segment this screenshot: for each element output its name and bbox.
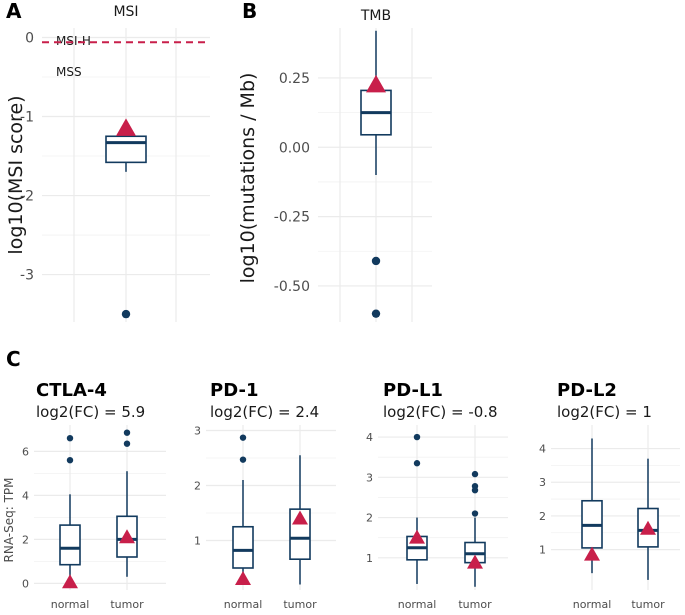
tmb-outlier-point bbox=[371, 256, 381, 266]
ctla4-panel: CTLA-4 log2(FC) = 5.9 RNA-Seq: TPM 0 2 4 6 n… bbox=[2, 380, 166, 611]
pdl1-ytick-label: 4 bbox=[366, 431, 373, 444]
ctla4-gene-title: CTLA-4 bbox=[36, 380, 107, 401]
ctla4-ytick-label: 2 bbox=[22, 533, 29, 546]
pdl2-gene-title: PD-L2 bbox=[557, 380, 617, 401]
pd1-ytick-label: 1 bbox=[194, 535, 201, 548]
pdl1-tumor-outlier-point bbox=[471, 510, 479, 517]
ctla4-fc-label: log2(FC) = 5.9 bbox=[36, 403, 145, 421]
pdl2-panel: PD-L2 log2(FC) = 1 1 2 3 4 normal tumor bbox=[539, 380, 680, 611]
tmb-ytick-label: 0.25 bbox=[279, 71, 310, 87]
pdl2-normal-sample-triangle bbox=[584, 546, 600, 561]
rnaseq-ylabel: RNA-Seq: TPM bbox=[2, 478, 16, 563]
tmb-sample-triangle bbox=[366, 74, 386, 93]
msi-box bbox=[105, 135, 147, 164]
pdl1-normal-outlier-point bbox=[413, 460, 421, 467]
tmb-ytick-label: -0.25 bbox=[274, 210, 310, 226]
pd1-gene-title: PD-1 bbox=[210, 380, 258, 401]
msi-ytick-label: 0 bbox=[25, 30, 34, 46]
pdl1-normal-outlier-point bbox=[413, 433, 421, 441]
tmb-outlier-point bbox=[371, 309, 381, 318]
pd1-normal-sample-triangle bbox=[235, 571, 251, 585]
pdl2-tumor-sample-triangle bbox=[640, 520, 656, 535]
pdl1-ytick-label: 1 bbox=[366, 552, 373, 565]
msi-ytick-label: -1 bbox=[20, 110, 34, 126]
ctla4-normal-outlier-point bbox=[66, 435, 74, 442]
msi-sample-triangle bbox=[116, 118, 136, 136]
pdl2-ytick-label: 3 bbox=[539, 476, 546, 489]
pd1-tumor-sample-triangle bbox=[292, 510, 308, 525]
pdl1-normal-sample-triangle bbox=[409, 529, 425, 544]
pdl2-ytick-label: 4 bbox=[539, 443, 546, 456]
pdl2-xtick-label-normal: normal bbox=[573, 598, 612, 611]
tmb-title: TMB bbox=[360, 8, 391, 24]
pdl2-ytick-label: 1 bbox=[539, 544, 546, 557]
ctla4-tumor-outlier-point bbox=[123, 429, 131, 436]
pd1-xtick-label-tumor: tumor bbox=[283, 598, 317, 611]
pdl2-xtick-label-tumor: tumor bbox=[631, 598, 665, 611]
ctla4-xtick-label-normal: normal bbox=[51, 598, 90, 611]
pdl1-ytick-label: 2 bbox=[366, 512, 373, 525]
tmb-ylabel: log10(mutations / Mb) bbox=[237, 73, 259, 284]
ctla4-ytick-label: 6 bbox=[22, 445, 29, 458]
msi-ylabel: log10(MSI score) bbox=[5, 95, 27, 254]
pd1-normal-box bbox=[232, 525, 254, 569]
panel-letter-c: C bbox=[6, 347, 21, 371]
pdl1-tumor-sample-triangle bbox=[467, 554, 483, 569]
ctla4-grid bbox=[34, 425, 166, 590]
pd1-normal-outlier-point bbox=[239, 434, 247, 441]
msi-grid bbox=[42, 28, 210, 322]
ctla4-tumor-sample-triangle bbox=[119, 529, 135, 544]
msi-panel: MSI log10(MSI score) MSI-H MSS 0 -1 -2 -3 bbox=[5, 4, 210, 322]
ctla4-xtick-label-tumor: tumor bbox=[110, 598, 144, 611]
pdl1-grid bbox=[378, 425, 508, 590]
mss-label: MSS bbox=[56, 65, 82, 79]
pdl1-xtick-label-tumor: tumor bbox=[458, 598, 492, 611]
msi-ytick-label: -3 bbox=[20, 268, 34, 284]
pdl1-gene-title: PD-L1 bbox=[383, 380, 443, 401]
ctla4-tumor-outlier-point bbox=[123, 440, 131, 447]
ctla4-ytick-label: 0 bbox=[22, 577, 29, 590]
pd1-panel: PD-1 log2(FC) = 2.4 1 2 3 normal tumor bbox=[194, 380, 336, 611]
pd1-xtick-label-normal: normal bbox=[224, 598, 263, 611]
pdl1-fc-label: log2(FC) = -0.8 bbox=[383, 403, 498, 421]
ctla4-normal-box bbox=[59, 524, 81, 566]
pd1-ytick-label: 2 bbox=[194, 480, 201, 493]
pd1-grid bbox=[206, 425, 336, 590]
msi-outlier-point bbox=[121, 309, 131, 319]
panel-letter-b: B bbox=[242, 0, 257, 23]
pdl1-tumor-outlier-point bbox=[471, 470, 479, 478]
pdl2-ytick-label: 2 bbox=[539, 510, 546, 523]
pdl2-grid bbox=[551, 425, 680, 590]
tmb-ytick-label: 0.00 bbox=[279, 140, 310, 156]
msi-title: MSI bbox=[113, 4, 138, 20]
pdl1-panel: PD-L1 log2(FC) = -0.8 1 2 3 4 normal tumor bbox=[366, 380, 508, 611]
pd1-fc-label: log2(FC) = 2.4 bbox=[210, 403, 319, 421]
ctla4-normal-sample-triangle bbox=[62, 574, 78, 589]
tmb-grid bbox=[318, 28, 432, 322]
msi-ytick-label: -2 bbox=[20, 189, 34, 205]
tmb-ytick-label: -0.50 bbox=[274, 279, 310, 295]
pdl1-ytick-label: 3 bbox=[366, 471, 373, 484]
pd1-ytick-label: 3 bbox=[194, 425, 201, 438]
ctla4-normal-outlier-point bbox=[66, 457, 74, 464]
ctla4-ytick-label: 4 bbox=[22, 489, 29, 502]
panel-letter-a: A bbox=[6, 0, 22, 23]
tmb-panel: TMB log10(mutations / Mb) 0.25 0.00 -0.25 -… bbox=[237, 8, 432, 322]
pd1-normal-outlier-point bbox=[239, 456, 247, 463]
pdl2-fc-label: log2(FC) = 1 bbox=[557, 403, 652, 421]
pdl1-xtick-label-normal: normal bbox=[398, 598, 437, 611]
msi-high-label: MSI-H bbox=[56, 34, 91, 48]
pdl1-tumor-outlier-point bbox=[471, 482, 479, 490]
